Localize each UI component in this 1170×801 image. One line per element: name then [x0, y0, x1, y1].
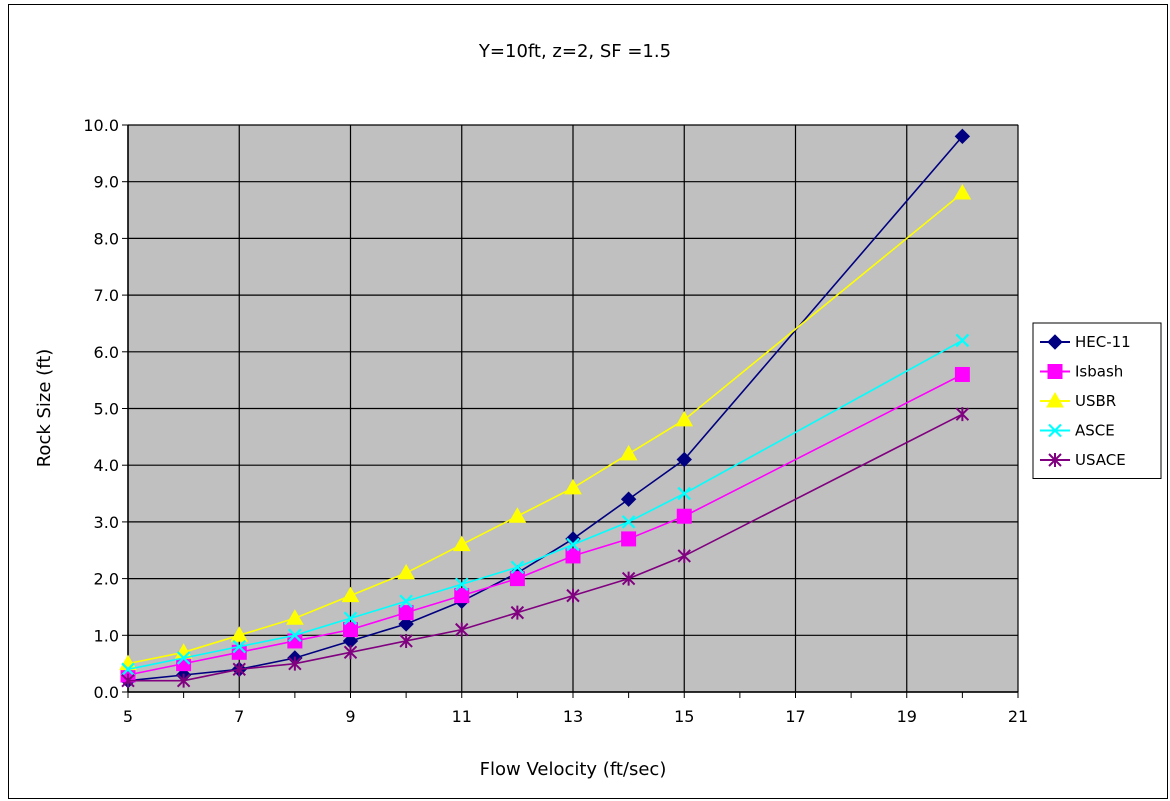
x-tick-label: 13: [563, 707, 583, 726]
data-point: [343, 622, 358, 638]
data-point: [677, 486, 692, 501]
data-point: [288, 628, 302, 643]
chart-title: Y=10ft, z=2, SF =1.5: [478, 41, 671, 62]
legend-marker: [1048, 423, 1062, 438]
data-point: [343, 611, 358, 626]
data-point: [565, 548, 581, 564]
legend-label: HEC-11: [1075, 333, 1131, 351]
x-tick-label: 19: [897, 707, 917, 726]
x-axis: 5 7 9 11 13 15 17 19 21: [123, 692, 1028, 726]
data-point: [341, 586, 360, 603]
data-point: [566, 537, 580, 552]
x-tick-label: 7: [234, 707, 244, 726]
legend-item: USACE: [1040, 451, 1126, 469]
data-point: [343, 645, 358, 660]
data-point: [455, 622, 469, 637]
data-point: [510, 605, 525, 620]
data-point: [121, 673, 135, 688]
x-tick-label: 11: [452, 707, 472, 726]
series-line: [127, 339, 963, 671]
data-point: [620, 491, 637, 507]
data-point: [675, 410, 694, 427]
data-point: [564, 478, 582, 495]
y-tick-label: 0.0: [94, 683, 119, 702]
data-point: [954, 366, 970, 382]
y-tick-label: 5.0: [94, 400, 119, 419]
y-tick-label: 10.0: [83, 116, 119, 135]
x-tick-label: 5: [123, 707, 133, 726]
data-point: [452, 535, 471, 552]
data-point: [676, 451, 692, 468]
y-tick-label: 8.0: [94, 229, 119, 248]
data-point: [397, 563, 415, 580]
y-tick-label: 1.0: [94, 626, 119, 645]
data-point: [955, 407, 970, 422]
legend-marker: [1047, 334, 1063, 350]
y-tick-label: 6.0: [94, 343, 119, 362]
data-point: [121, 662, 135, 677]
data-point: [398, 616, 414, 632]
y-tick-label: 2.0: [94, 570, 119, 589]
y-tick-label: 3.0: [94, 513, 119, 532]
data-point: [286, 609, 304, 625]
data-point: [230, 626, 249, 642]
legend-label: USACE: [1075, 451, 1126, 469]
data-point: [509, 571, 525, 587]
series-line: [127, 373, 963, 676]
plot-area: [127, 124, 1019, 693]
data-point: [676, 508, 692, 524]
data-point: [510, 560, 525, 575]
series-isbash: [120, 366, 970, 683]
data-point: [398, 605, 414, 621]
legend-item: Isbash: [1040, 363, 1123, 381]
y-axis-title: Rock Size (ft): [34, 349, 55, 468]
data-point: [508, 507, 527, 523]
legend: HEC-11 Isbash USBR ASCE USACE: [1032, 322, 1162, 479]
legend-marker: [1046, 391, 1064, 408]
data-point: [677, 548, 691, 563]
data-point: [621, 515, 636, 529]
series-asce: [121, 333, 970, 677]
x-tick-label: 17: [785, 707, 805, 726]
data-point: [399, 594, 413, 609]
data-point: [621, 571, 636, 586]
legend-marker: [1047, 364, 1063, 379]
data-point: [566, 588, 580, 603]
data-point: [176, 673, 191, 688]
x-axis-title: Flow Velocity (ft/sec): [480, 759, 667, 780]
x-tick-label: 9: [345, 707, 355, 726]
data-point: [454, 588, 470, 604]
y-tick-label: 9.0: [94, 173, 119, 192]
data-point: [232, 662, 246, 677]
series-line: [128, 413, 963, 682]
series-layer: [119, 128, 972, 689]
data-point: [454, 577, 469, 592]
legend-label: Isbash: [1075, 363, 1123, 381]
legend-item: USBR: [1040, 391, 1116, 410]
data-point: [176, 651, 191, 665]
data-point: [619, 444, 638, 461]
y-tick-label: 4.0: [94, 456, 119, 475]
legend-item: HEC-11: [1040, 333, 1131, 351]
data-point: [953, 184, 972, 200]
data-point: [232, 639, 247, 654]
legend-marker: [1048, 453, 1062, 467]
data-point: [954, 128, 971, 145]
y-tick-label: 7.0: [94, 286, 119, 305]
series-usace: [121, 407, 970, 688]
data-point: [955, 333, 970, 348]
data-point: [621, 531, 637, 547]
data-point: [399, 633, 413, 648]
series-line: [127, 192, 963, 665]
x-tick-label: 21: [1008, 707, 1028, 726]
legend-item: ASCE: [1040, 422, 1115, 440]
series-line: [127, 135, 963, 682]
x-tick-label: 15: [674, 707, 694, 726]
legend-label: ASCE: [1075, 422, 1115, 440]
data-point: [288, 656, 302, 671]
y-axis: 0.0 1.0 2.0 3.0 4.0 5.0 6.0 7.0 8.0 9.0 10.0: [83, 116, 128, 702]
legend-label: USBR: [1075, 392, 1116, 410]
